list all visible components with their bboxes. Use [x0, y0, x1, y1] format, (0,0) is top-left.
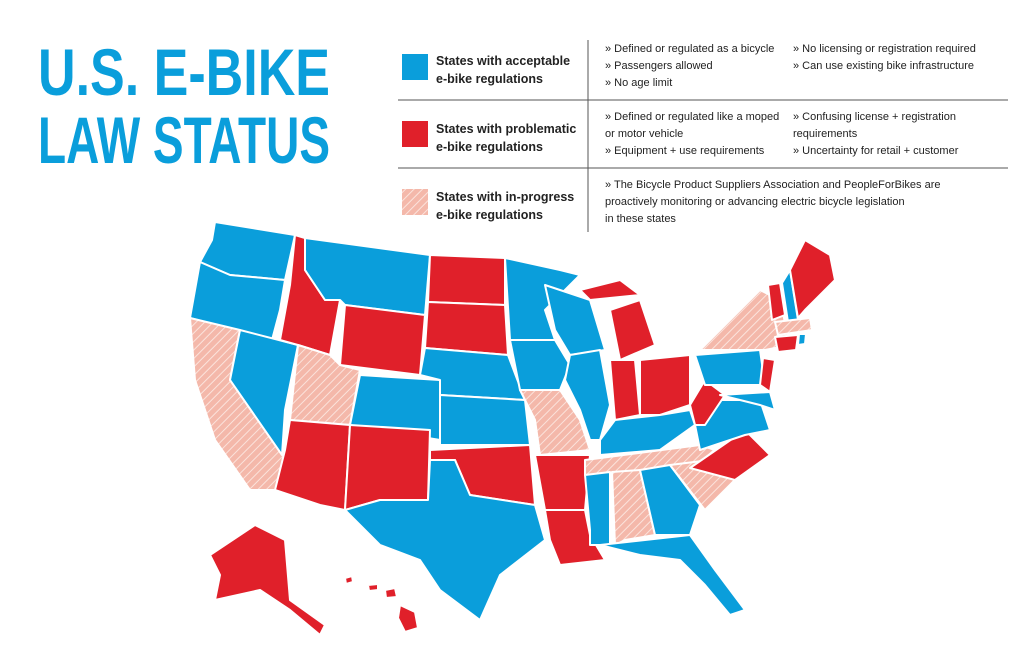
legend-swatch: [402, 189, 428, 215]
state: [439, 394, 531, 446]
state: [599, 534, 746, 616]
legend-note: » No licensing or registration required: [793, 43, 976, 55]
state: [579, 279, 641, 301]
state: [689, 429, 771, 481]
state: [694, 349, 766, 386]
legend-note: » Defined or regulated as a bicycle: [605, 43, 774, 55]
legend-note: » Can use existing bike infrastructure: [793, 60, 974, 72]
state: [609, 359, 641, 421]
state: [767, 282, 786, 321]
state: [759, 357, 776, 393]
legend-note: » Confusing license + registration: [793, 111, 956, 123]
state: [719, 391, 776, 411]
legend-note: » Passengers allowed: [605, 60, 713, 72]
state: [274, 419, 351, 511]
state: [564, 349, 611, 441]
state: [509, 339, 571, 391]
state: [424, 301, 509, 356]
legend-note: » Uncertainty for retail + customer: [793, 145, 959, 157]
state: [344, 459, 546, 621]
legend-note: proactively monitoring or advancing elec…: [605, 196, 905, 208]
title-line: U.S. E-BIKE: [38, 35, 330, 109]
state: [774, 317, 813, 336]
state: [339, 304, 426, 376]
legend-note: » The Bicycle Product Suppliers Associat…: [605, 179, 940, 191]
state: [639, 464, 701, 536]
state: [774, 334, 799, 353]
legend-label: e-bike regulations: [436, 72, 543, 86]
legend-note: or motor vehicle: [605, 128, 683, 140]
legend: States with acceptable e-bike regulations…: [398, 40, 1008, 232]
state: [427, 254, 506, 306]
legend-note: requirements: [793, 128, 858, 140]
legend-note: » Equipment + use requirements: [605, 145, 765, 157]
legend-note: in these states: [605, 213, 676, 225]
state: [789, 239, 836, 319]
state: [519, 389, 591, 456]
state: [344, 424, 431, 511]
state: [797, 333, 807, 346]
state: [189, 261, 286, 341]
state: [689, 379, 726, 426]
state: [397, 604, 419, 633]
legend-label: e-bike regulations: [436, 208, 543, 222]
legend-label: States with acceptable: [436, 54, 570, 68]
legend-label: e-bike regulations: [436, 140, 543, 154]
us-map: [189, 221, 836, 636]
state: [344, 575, 354, 585]
legend-label: States with in-progress: [436, 190, 574, 204]
legend-swatch: [402, 121, 428, 147]
title-line: LAW STATUS: [38, 103, 330, 177]
legend-swatch: [402, 54, 428, 80]
state: [367, 583, 379, 592]
state: [209, 524, 326, 636]
state: [534, 454, 591, 511]
legend-note: » No age limit: [605, 77, 672, 89]
state: [609, 299, 656, 361]
legend-label: States with problematic: [436, 122, 576, 136]
state: [544, 509, 606, 566]
state: [639, 354, 691, 416]
state: [384, 587, 398, 599]
legend-note: » Defined or regulated like a moped: [605, 111, 779, 123]
